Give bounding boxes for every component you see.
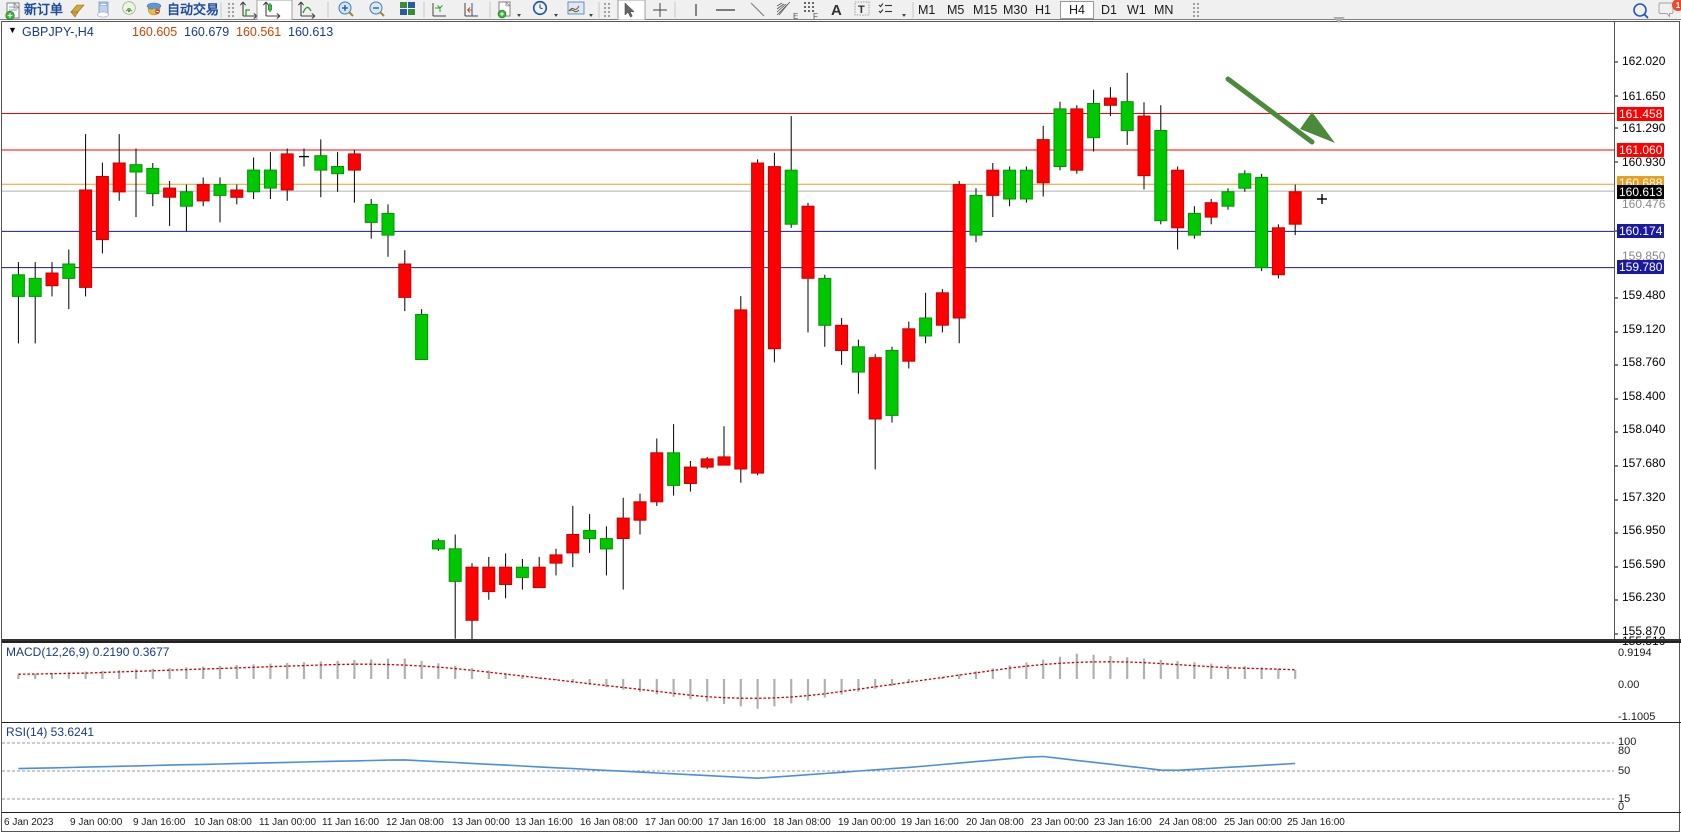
svg-text:1: 1 (1676, 1, 1681, 10)
